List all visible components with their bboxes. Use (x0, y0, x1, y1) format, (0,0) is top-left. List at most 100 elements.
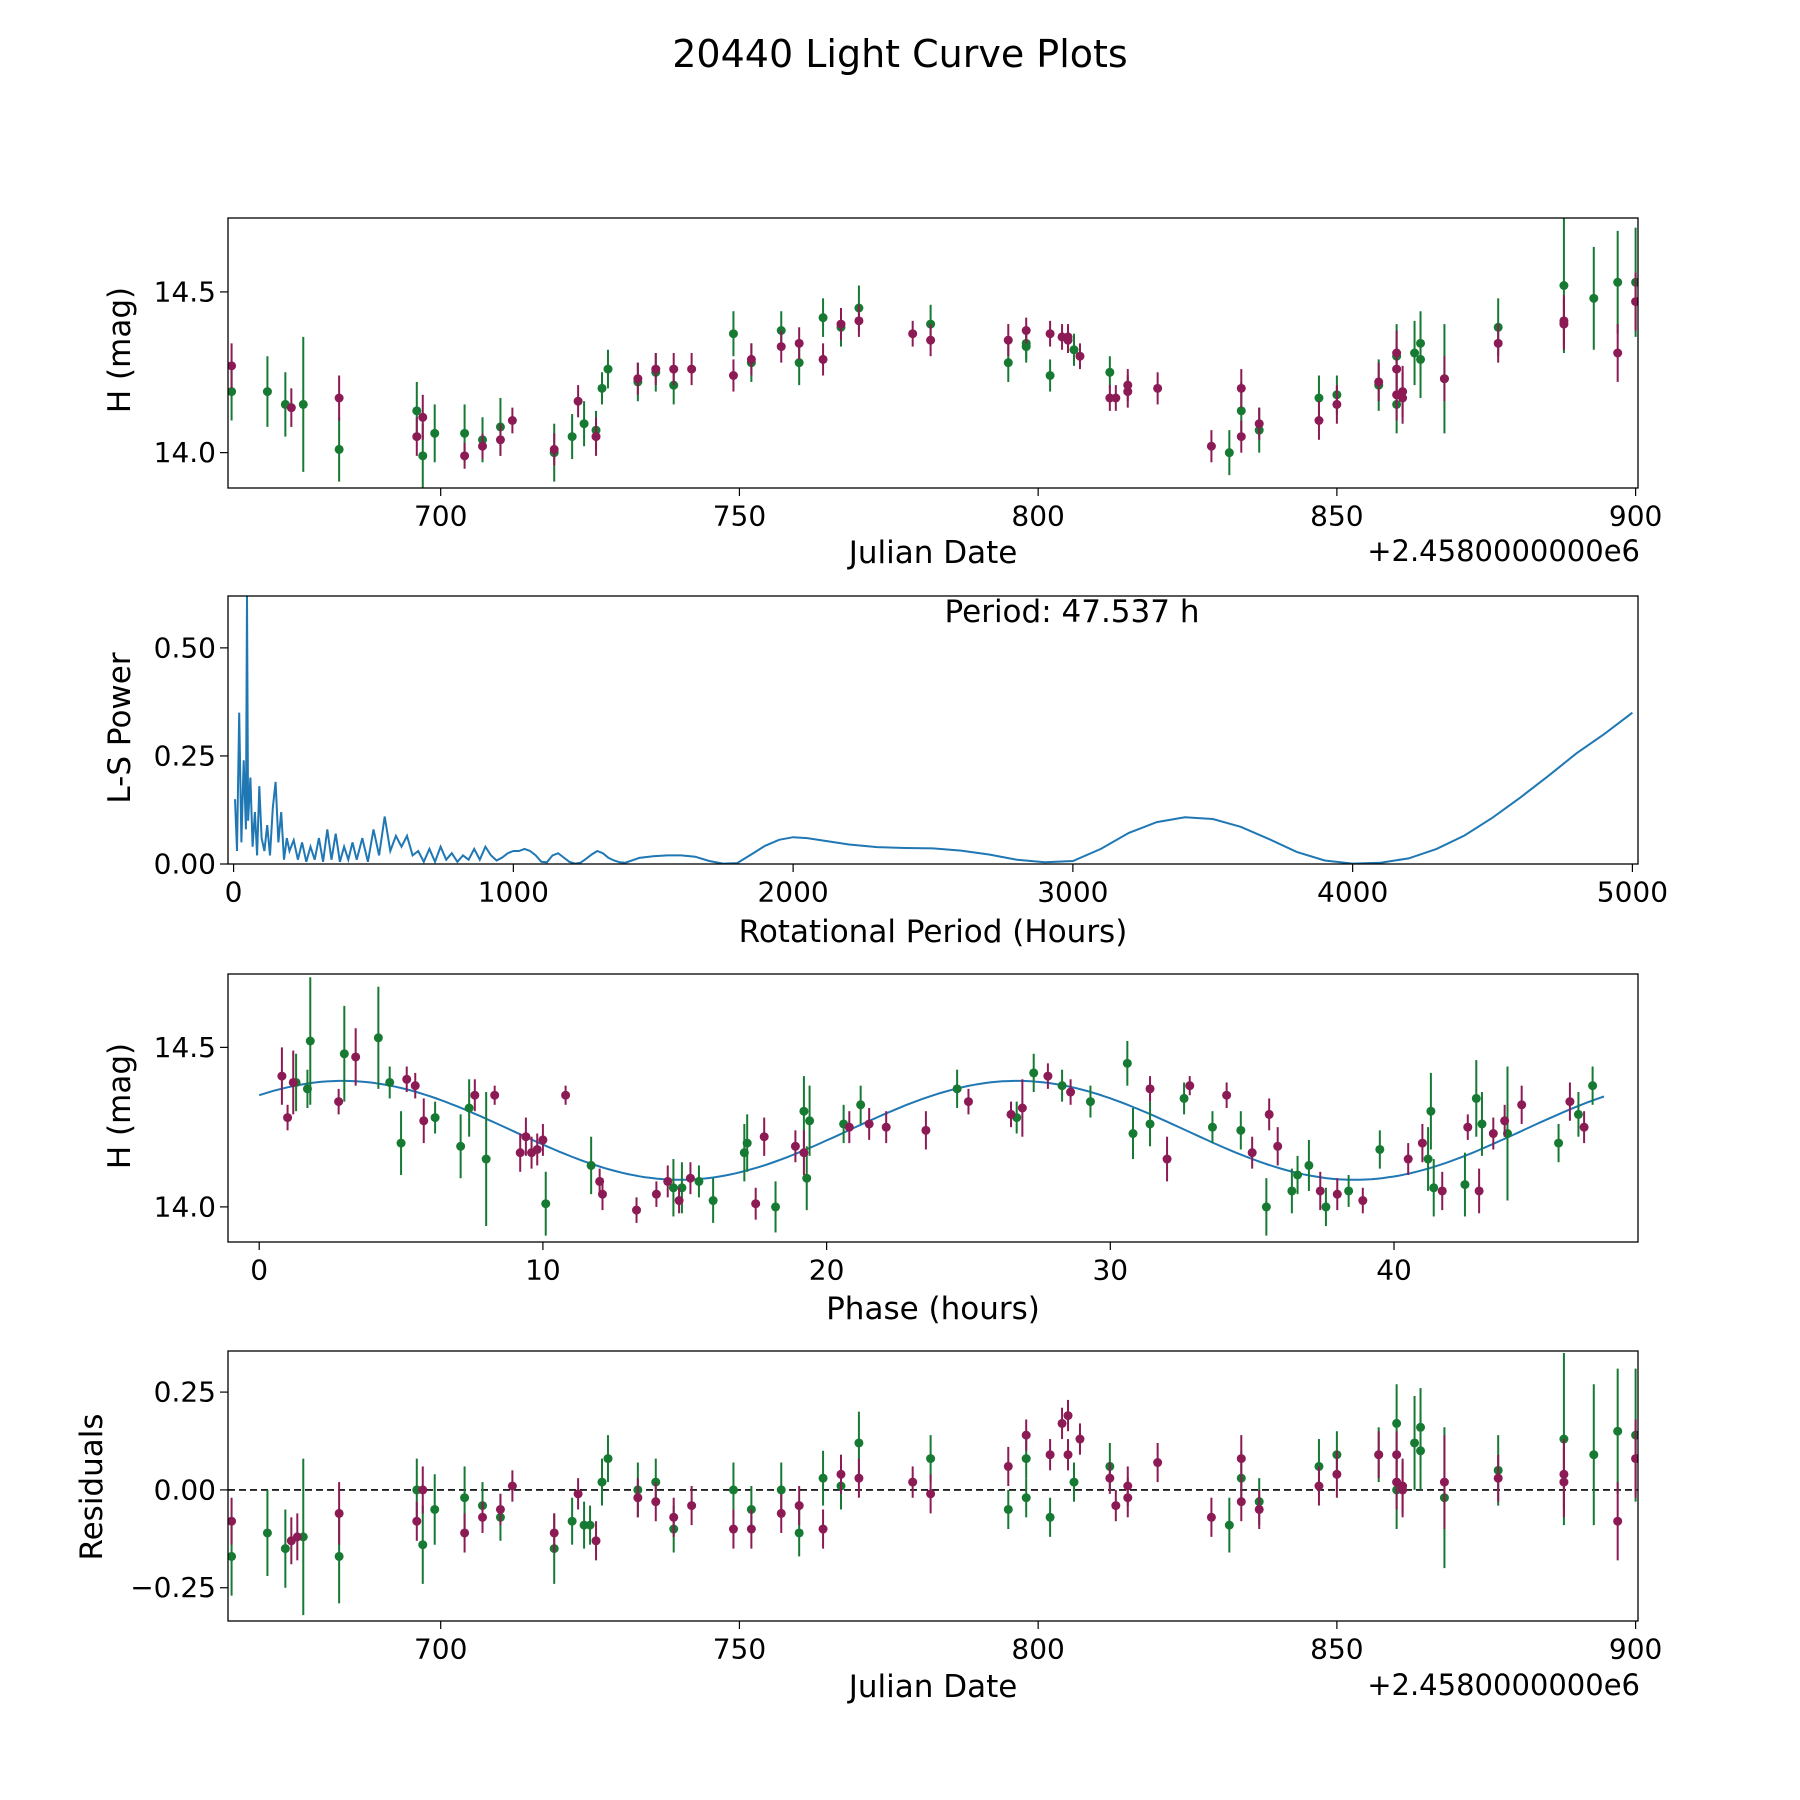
magenta-data-point (1236, 1497, 1246, 1507)
x-tick-label: 750 (713, 500, 766, 533)
green-data-point (430, 1504, 440, 1514)
magenta-data-point (1403, 1154, 1413, 1164)
green-data-point (1613, 277, 1623, 287)
green-data-point (1416, 1446, 1426, 1456)
x-tick-label: 40 (1376, 1254, 1412, 1287)
green-data-point (1145, 1119, 1155, 1129)
periodogram-panel: L-S Power Rotational Period (Hours) Peri… (102, 594, 1668, 950)
periodogram-plot-area (234, 596, 1634, 864)
magenta-data-point (1374, 1450, 1384, 1460)
green-data-point (1588, 1081, 1598, 1091)
magenta-data-point (1559, 319, 1569, 329)
green-data-point (1477, 1119, 1487, 1129)
green-data-point (262, 1528, 272, 1538)
magenta-data-point (908, 1477, 918, 1487)
axes-frame (227, 1350, 1639, 1622)
green-data-point (456, 1141, 466, 1151)
x-tick-label: 700 (414, 500, 467, 533)
y-tick-label: 14.5 (154, 275, 216, 308)
green-data-point (1105, 367, 1115, 377)
magenta-data-point (836, 1469, 846, 1479)
magenta-data-point (1206, 1512, 1216, 1522)
magenta-data-point (410, 1081, 420, 1091)
magenta-data-point (1003, 335, 1013, 345)
residuals-plot-area (228, 1352, 1638, 1616)
magenta-data-point (1488, 1129, 1498, 1139)
green-data-point (585, 1520, 595, 1530)
magenta-data-point (1066, 1087, 1076, 1097)
magenta-data-point (1517, 1100, 1527, 1110)
magenta-data-point (1474, 1186, 1484, 1196)
green-data-point (854, 1438, 864, 1448)
magenta-data-point (1017, 1103, 1027, 1113)
green-data-point (1471, 1093, 1481, 1103)
green-data-point (1069, 1477, 1079, 1487)
magenta-data-point (1043, 1071, 1053, 1081)
y-tick-label: 0.25 (154, 739, 216, 772)
magenta-data-point (228, 361, 237, 371)
magenta-data-point (1439, 1477, 1449, 1487)
magenta-data-point (1613, 348, 1623, 358)
magenta-data-point (1111, 1501, 1121, 1511)
magenta-data-point (1236, 432, 1246, 442)
magenta-data-point (794, 338, 804, 348)
green-data-point (794, 358, 804, 368)
light-curve-ylabel: H (mag) (102, 287, 138, 413)
magenta-data-point (507, 1481, 517, 1491)
green-data-point (742, 1138, 752, 1148)
magenta-data-point (521, 1132, 531, 1142)
magenta-data-point (495, 1504, 505, 1514)
period-annotation: Period: 47.537 h (945, 594, 1200, 630)
magenta-data-point (1273, 1141, 1283, 1151)
green-data-point (418, 451, 428, 461)
y-tick-label: 14.0 (154, 436, 216, 469)
magenta-data-point (669, 1512, 679, 1522)
green-data-point (460, 1493, 470, 1503)
green-data-point (805, 1116, 815, 1126)
magenta-data-point (1374, 377, 1384, 387)
green-data-point (1392, 1418, 1402, 1428)
green-data-point (334, 1551, 344, 1561)
green-data-point (818, 1473, 828, 1483)
green-data-point (1304, 1160, 1314, 1170)
x-tick-label: 5000 (1597, 876, 1668, 909)
magenta-data-point (1631, 297, 1638, 307)
magenta-data-point (292, 1532, 302, 1542)
x-tick-label: 3000 (1037, 876, 1108, 909)
y-tick-label: 14.5 (154, 1031, 216, 1064)
green-data-point (1416, 354, 1426, 364)
green-data-point (728, 329, 738, 339)
green-data-point (460, 428, 470, 438)
magenta-data-point (334, 393, 344, 403)
magenta-data-point (633, 1493, 643, 1503)
green-data-point (1426, 1106, 1436, 1116)
magenta-data-point (334, 1097, 344, 1107)
magenta-data-point (633, 374, 643, 384)
residuals-xlabel: Julian Date (847, 1669, 1018, 1705)
magenta-data-point (1021, 326, 1031, 335)
magenta-data-point (1057, 1418, 1067, 1428)
green-data-point (373, 1033, 383, 1043)
magenta-data-point (908, 329, 918, 339)
green-data-point (385, 1077, 395, 1087)
green-data-point (430, 428, 440, 438)
green-data-point (952, 1084, 962, 1094)
magenta-data-point (651, 1189, 661, 1199)
magenta-data-point (351, 1052, 361, 1062)
magenta-data-point (1559, 1477, 1569, 1487)
residuals-panel: Residuals Julian Date +2.4580000000e6 70… (74, 1350, 1662, 1705)
magenta-data-point (549, 1528, 559, 1538)
magenta-data-point (651, 364, 661, 374)
magenta-data-point (776, 1508, 786, 1518)
green-data-point (1589, 1450, 1599, 1460)
magenta-data-point (1222, 1090, 1232, 1100)
magenta-data-point (478, 441, 488, 451)
magenta-data-point (532, 1144, 542, 1154)
green-data-point (280, 1544, 290, 1554)
green-data-point (339, 1049, 349, 1059)
green-data-point (1321, 1202, 1331, 1212)
magenta-data-point (1206, 441, 1216, 451)
green-data-point (1057, 1081, 1067, 1091)
magenta-data-point (854, 316, 864, 326)
